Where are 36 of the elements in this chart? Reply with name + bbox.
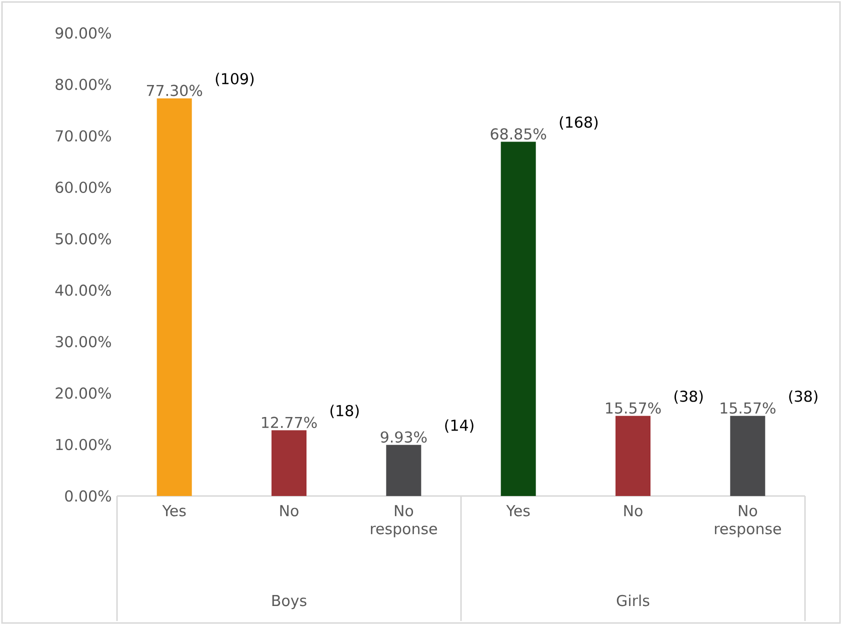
- data-label: 15.57%: [720, 402, 776, 414]
- text: Girls: [616, 594, 650, 606]
- bar: [616, 416, 651, 496]
- data-label: 68.85%: [490, 128, 546, 140]
- bar: [386, 444, 422, 496]
- y-tick-label: 50.00%: [56, 233, 111, 244]
- data-label: 77.30%: [146, 84, 202, 96]
- x-tick-label: No: [280, 505, 298, 516]
- x-tick-label: Yes: [162, 505, 186, 516]
- x-tick-label: No response: [370, 505, 437, 538]
- y-tick-label: 60.00%: [56, 182, 111, 193]
- x-tick-label: No response: [714, 505, 781, 538]
- data-label: 12.77%: [262, 416, 317, 428]
- annotation: (38): [674, 390, 703, 404]
- bar: [500, 142, 536, 496]
- y-tick-label: 40.00%: [55, 284, 111, 296]
- y-tick-label: 30.00%: [56, 336, 111, 348]
- y-tick-label: 20.00%: [56, 387, 111, 399]
- data-label: 9.93%: [380, 431, 427, 443]
- y-tick-label: 80.00%: [56, 78, 111, 90]
- annotation: (38): [789, 390, 818, 404]
- text: Boys: [272, 595, 306, 610]
- x-tick-label: No: [624, 505, 642, 516]
- annotation: (14): [445, 419, 474, 433]
- y-tick-label: 70.00%: [56, 130, 111, 142]
- bar: [272, 430, 307, 496]
- y-tick-label: 90.00%: [56, 27, 111, 39]
- x-tick-label: Yes: [506, 505, 530, 516]
- bar: [730, 416, 766, 496]
- annotation: (168): [560, 116, 598, 130]
- data-label: 15.57%: [606, 402, 661, 414]
- annotation: (109): [216, 72, 254, 86]
- bar: [156, 98, 192, 496]
- y-tick-label: 10.00%: [56, 438, 111, 450]
- y-tick-label: 0.00%: [65, 490, 111, 502]
- annotation: (18): [330, 404, 359, 418]
